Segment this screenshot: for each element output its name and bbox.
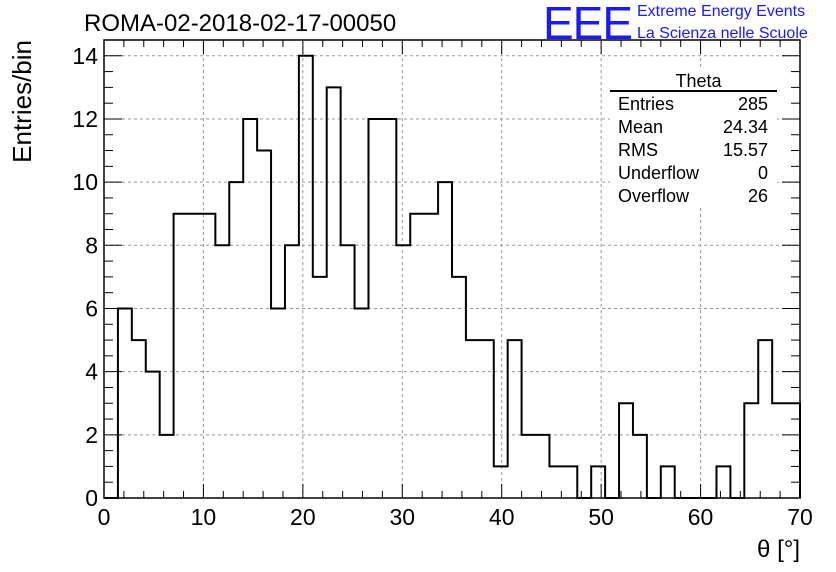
x-tick-label: 70 [787,504,813,530]
histogram-bin [215,245,229,498]
y-axis-label: Entries/bin [7,40,37,163]
histogram-bin [410,214,424,498]
y-tick-label: 6 [85,295,98,321]
stats-box-title: Theta [675,71,722,91]
histogram-bin [661,466,675,498]
histogram-bin [452,277,466,498]
stats-row-label: Overflow [618,186,690,206]
chart-title: ROMA-02-2018-02-17-00050 [84,10,397,37]
stats-row-label: Mean [618,117,663,137]
stats-row-label: Entries [618,94,674,114]
histogram-bin [522,435,536,498]
stats-row-value: 285 [738,94,768,114]
y-tick-label: 4 [85,359,98,385]
x-tick-label: 30 [389,504,415,530]
histogram-bin [257,151,271,498]
histogram-bin [424,214,438,498]
histogram-bin [132,340,146,498]
histogram-bin [563,466,577,498]
histogram-bin [271,308,285,498]
stats-row-value: 15.57 [723,140,768,160]
histogram-bin [772,403,786,498]
y-tick-label: 2 [85,422,98,448]
histogram-bin [299,56,313,498]
histogram-bin [160,435,174,498]
histogram-bin [591,466,605,498]
histogram-bin [118,308,132,498]
histogram-bin [327,87,341,498]
histogram-bin [633,435,647,498]
histogram-bin [438,182,452,498]
stats-row-label: RMS [618,140,658,160]
logo-subtitle-line-2: La Scienza nelle Scuole [637,25,808,42]
histogram-bin [480,340,494,498]
eee-logo: EEE [543,0,633,49]
stats-row-label: Underflow [618,163,700,183]
logo-subtitle-line-1: Extreme Energy Events [637,3,806,20]
histogram-bin [188,214,202,498]
y-tick-label: 8 [85,232,98,258]
y-tick-label: 0 [85,485,98,511]
histogram-bin [758,340,772,498]
histogram-bin [508,340,522,498]
histogram-bin [313,277,327,498]
x-axis-label: θ [°] [757,536,800,563]
histogram-bin [619,403,633,498]
histogram-bin [174,214,188,498]
histogram-bin [716,466,730,498]
y-tick-label: 10 [72,169,98,195]
x-tick-label: 10 [191,504,217,530]
y-tick-label: 14 [72,43,98,69]
x-tick-label: 20 [290,504,316,530]
stats-row-value: 24.34 [723,117,768,137]
x-tick-label: 40 [489,504,515,530]
x-tick-label: 0 [98,504,111,530]
histogram-bin [466,340,480,498]
histogram-bin [229,182,243,498]
axes: 0 10 20 30 40 50 60 70 0 2 4 6 8 10 12 14 θ [°] Entries/b… [7,39,813,563]
histogram-bin [744,403,758,498]
stats-row-value: 0 [758,163,768,183]
stats-row-value: 26 [748,186,768,206]
y-tick-label: 12 [72,106,98,132]
x-tick-label: 50 [588,504,614,530]
plot-frame [103,39,801,499]
histogram-bin [536,435,550,498]
histogram-bin [355,308,369,498]
x-tick-label: 60 [688,504,714,530]
histogram-bin [494,466,508,498]
